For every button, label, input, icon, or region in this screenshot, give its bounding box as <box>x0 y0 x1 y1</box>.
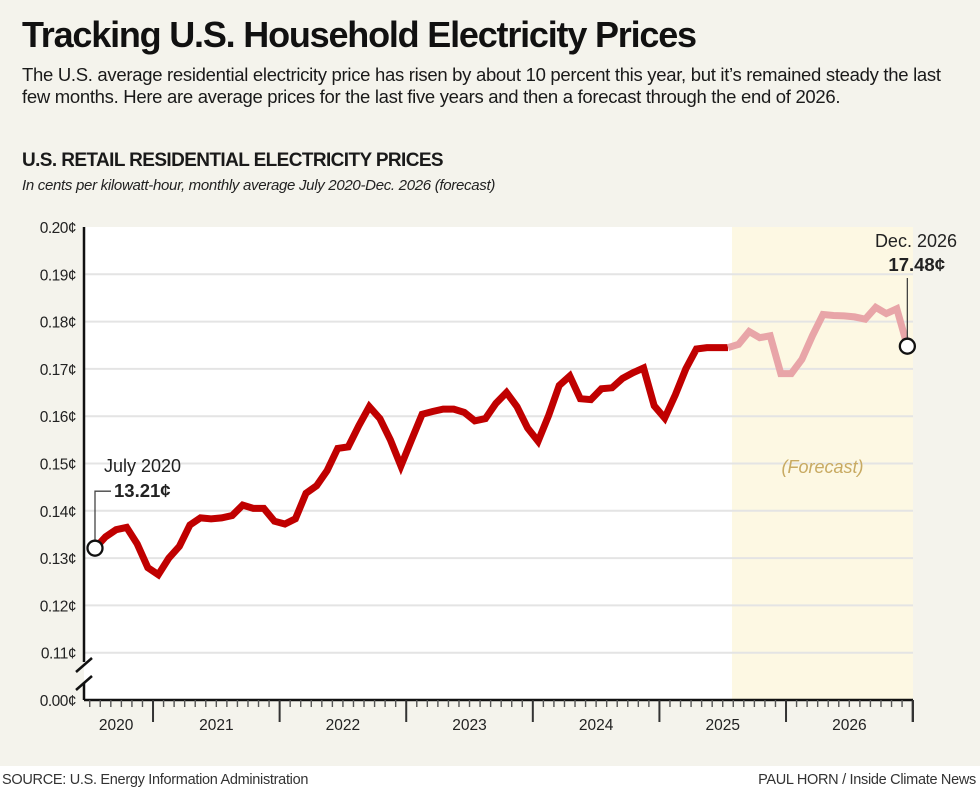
y-tick-label: 0.12¢ <box>40 598 76 615</box>
chart-title: U.S. RETAIL RESIDENTIAL ELECTRICITY PRIC… <box>22 150 444 171</box>
dek-text: The U.S. average residential electricity… <box>22 64 941 107</box>
x-tick-label: 2020 <box>99 717 134 734</box>
end-point-marker <box>898 337 916 355</box>
end-annotation-label: Dec. 2026 <box>875 231 957 251</box>
annotations: July 2020 13.21¢ Dec. 2026 17.48¢ <box>86 231 957 557</box>
forecast-label: (Forecast) <box>781 457 863 477</box>
axis-break-mark <box>75 657 93 673</box>
author-credit: PAUL HORN / Inside Climate News <box>758 772 976 788</box>
x-tick-label: 2023 <box>452 717 486 734</box>
y-tick-label: 0.16¢ <box>40 409 76 426</box>
x-tick-label: 2025 <box>705 717 739 734</box>
y-tick-label: 0.20¢ <box>40 220 76 237</box>
annotation-leader <box>94 490 111 541</box>
y-tick-label: 0.15¢ <box>40 457 76 474</box>
axis-break-mark <box>75 675 93 691</box>
x-tick-label: 2021 <box>199 717 233 734</box>
chart-subtitle: In cents per kilowatt-hour, monthly aver… <box>22 177 496 194</box>
y-tick-label: 0.17¢ <box>40 362 76 379</box>
source-credit: SOURCE: U.S. Energy Information Administ… <box>2 772 309 788</box>
y-tick-label: 0.18¢ <box>40 315 76 332</box>
forecast-series-line <box>726 302 911 378</box>
x-tick-label: 2024 <box>579 717 614 734</box>
end-annotation-value: 17.48¢ <box>888 254 945 275</box>
y-tick-label: 0.13¢ <box>40 551 76 568</box>
y-tick-label: 0.19¢ <box>40 267 76 284</box>
line-chart: (Forecast) 0.20¢ 0.19¢ 0.18¢ 0.17¢ 0.16¢ 0.15… <box>40 220 957 734</box>
start-annotation-label: July 2020 <box>104 456 181 476</box>
gridlines <box>84 273 913 654</box>
start-point-marker <box>86 539 104 557</box>
x-tick-label: 2026 <box>832 717 866 734</box>
y-tick-label: 0.00¢ <box>40 693 76 710</box>
page-title: Tracking U.S. Household Electricity Pric… <box>22 14 697 55</box>
actual-series-line <box>92 344 728 580</box>
start-annotation-value: 13.21¢ <box>114 480 171 501</box>
y-tick-label: 0.11¢ <box>41 646 76 663</box>
x-axis: 2020 2021 2022 2023 2024 2025 2026 <box>75 227 914 734</box>
series-layer <box>92 302 911 580</box>
x-tick-label: 2022 <box>326 717 360 734</box>
y-axis-labels: 0.20¢ 0.19¢ 0.18¢ 0.17¢ 0.16¢ 0.15¢ 0.14¢ 0.13¢… <box>40 220 77 710</box>
y-tick-label: 0.14¢ <box>40 504 76 521</box>
